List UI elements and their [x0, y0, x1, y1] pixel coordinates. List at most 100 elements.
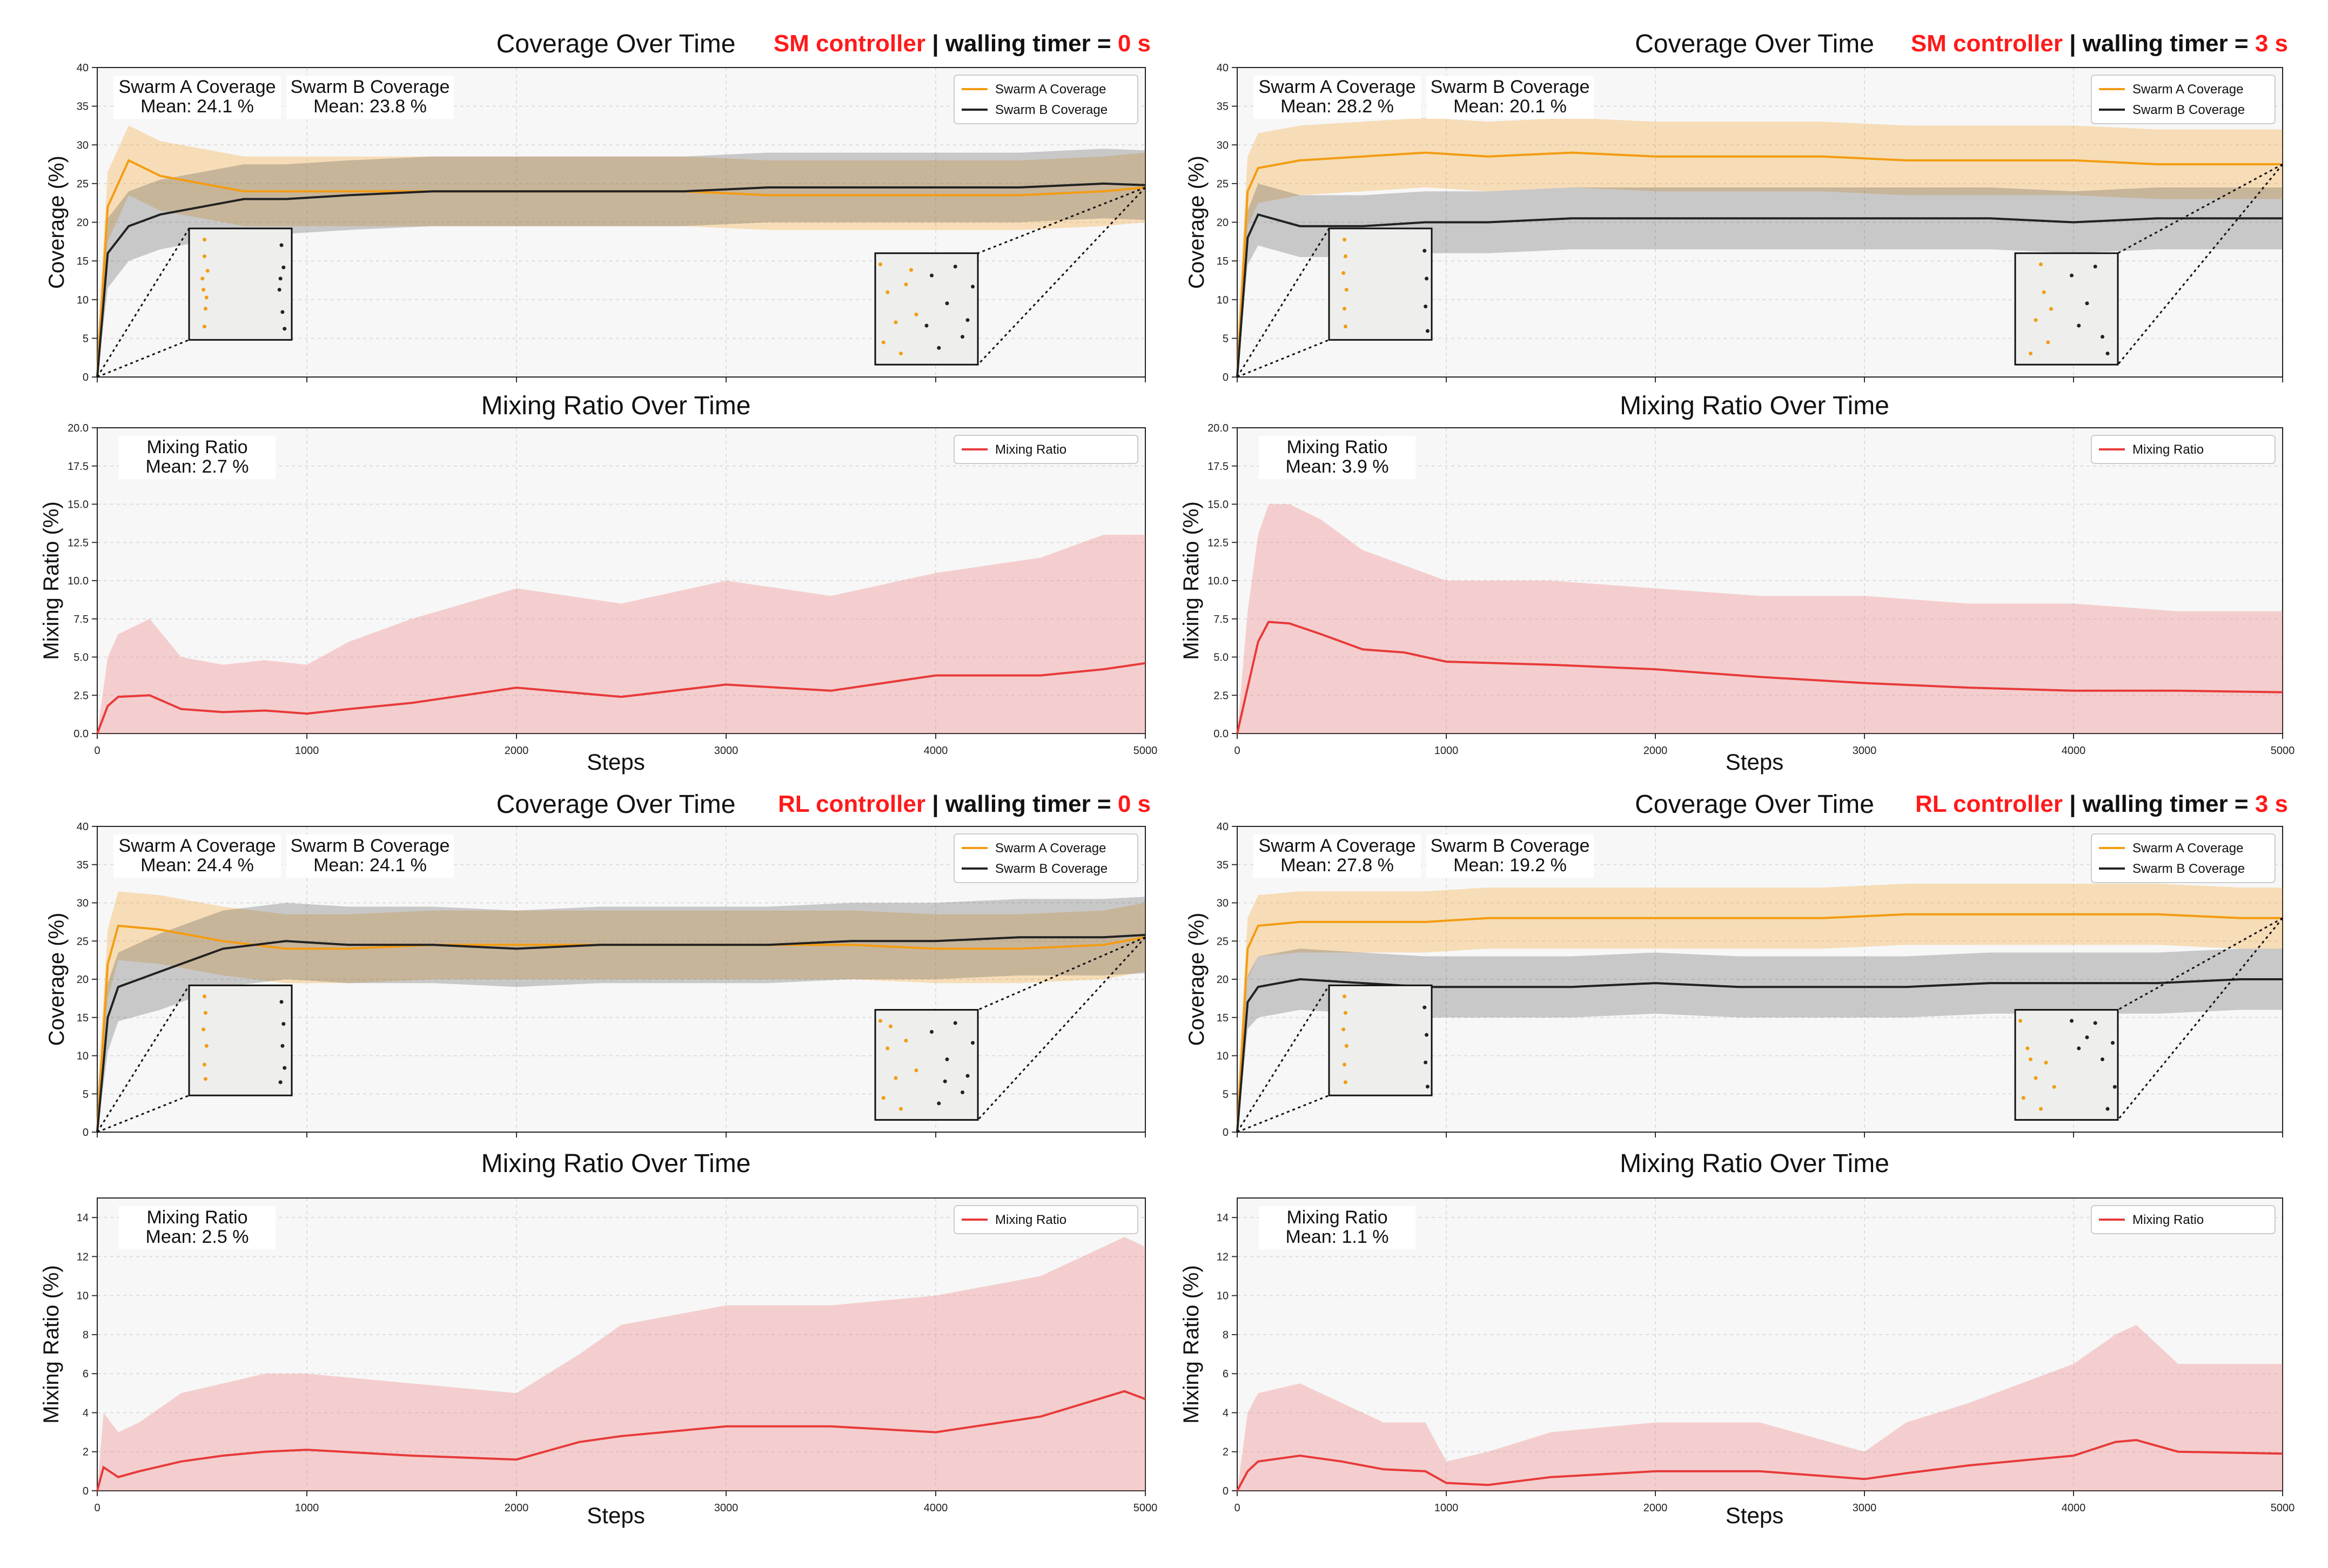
initial-state-agent-b [1423, 248, 1427, 253]
coverage-legend-label: Swarm B Coverage [2132, 103, 2245, 117]
initial-state-agent-a [202, 287, 206, 292]
final-state-agent-b [2093, 1021, 2097, 1025]
mixing-ytick-label: 20.0 [1207, 422, 1229, 434]
swarm-a-band [97, 891, 1145, 1132]
mixing-stat-mean: Mean: 2.7 % [146, 456, 249, 477]
mixing-frame [1237, 1197, 2283, 1491]
swarm-b-stat-title: Swarm B Coverage [291, 836, 450, 856]
final-state-agent-b [2085, 1035, 2089, 1040]
final-state-agent-a [2021, 1096, 2025, 1100]
final-state-agent-a [2042, 290, 2046, 294]
swarm-b-band [1237, 948, 2283, 1132]
x-axis-label: Steps [587, 749, 645, 775]
coverage-ytick-label: 35 [77, 101, 89, 113]
initial-state-agent-a [200, 277, 205, 281]
final-state-agent-b [965, 318, 970, 322]
initial-state-agent-a [203, 1062, 206, 1067]
mixing-stat-box [119, 436, 276, 479]
mixing-stat-box [1259, 1206, 1415, 1249]
coverage-ytick-label: 30 [77, 898, 89, 910]
timer-value: 3 s [2255, 791, 2288, 817]
initial-state-agent-a [1344, 1044, 1349, 1048]
final-state-agent-a [2044, 1060, 2048, 1065]
mixing-legend-label: Mixing Ratio [2132, 442, 2204, 457]
panel-bottom-right: Coverage Over Time RL controller | wallin… [1179, 790, 2295, 1528]
final-state-agent-a [2018, 1019, 2022, 1023]
coverage-ylabel: Coverage (%) [45, 913, 69, 1046]
initial-state-agent-b [1425, 1085, 1430, 1089]
swarm-b-band [97, 149, 1145, 377]
coverage-ylabel: Coverage (%) [1185, 156, 1209, 289]
final-state-agent-a [878, 262, 882, 266]
initial-state-agent-a [203, 994, 206, 999]
mixing-title: Mixing Ratio Over Time [1620, 392, 1889, 420]
final-state-agent-b [2085, 301, 2089, 306]
coverage-ytick-label: 30 [77, 139, 89, 151]
swarm-b-stat-mean: Mean: 19.2 % [1453, 855, 1567, 876]
zoom-line [97, 339, 190, 378]
final-state-agent-b [2070, 273, 2074, 278]
coverage-ytick-label: 5 [1223, 1088, 1229, 1100]
initial-state-agent-a [1343, 1080, 1347, 1085]
swarm-b-stat-title: Swarm B Coverage [291, 77, 450, 97]
timer-value: 0 s [1118, 791, 1151, 817]
x-axis-label: Steps [587, 1503, 645, 1528]
initial-state-agent-b [279, 243, 284, 247]
zoom-line [2117, 917, 2283, 1011]
mixing-xtick-label: 4000 [2062, 1502, 2086, 1514]
swarm-b-stat-box [1426, 835, 1594, 878]
mixing-xtick-label: 0 [94, 745, 100, 757]
mixing-line [1236, 1439, 2283, 1491]
mixing-ytick-label: 14 [1217, 1212, 1229, 1224]
coverage-ytick-label: 25 [77, 178, 89, 190]
coverage-ytick-label: 0 [1223, 372, 1229, 383]
final-state-agent-a [2039, 1107, 2043, 1111]
final-state-agent-b [2112, 1085, 2117, 1089]
final-state-agent-b [965, 1074, 970, 1078]
mixing-xtick-label: 0 [94, 1502, 100, 1514]
controller-name: SM controller [774, 30, 925, 57]
initial-state-agent-a [1343, 306, 1346, 311]
final-state-agent-b [924, 324, 929, 328]
initial-state-agent-a [202, 1027, 206, 1032]
initial-state-agent-a [203, 238, 206, 242]
final-state-inset [2014, 1009, 2119, 1121]
final-state-agent-a [2034, 318, 2038, 322]
zoom-line [977, 187, 1146, 366]
mixing-legend-label: Mixing Ratio [995, 1213, 1066, 1227]
final-state-agent-b [943, 1079, 947, 1084]
initial-state-agent-b [277, 287, 281, 292]
final-state-agent-a [885, 290, 890, 294]
initial-state-agent-a [1343, 1011, 1347, 1015]
timer-value: 0 s [1118, 30, 1151, 57]
mixing-stat-title: Mixing Ratio [1286, 1207, 1387, 1228]
mixing-ytick-label: 0 [83, 1485, 89, 1497]
mixing-ytick-label: 14 [77, 1212, 89, 1224]
coverage-legend [2091, 75, 2276, 124]
coverage-title: Coverage Over Time [1635, 790, 1874, 819]
mixing-stat-box [1259, 436, 1415, 479]
coverage-ylabel: Coverage (%) [1185, 913, 1209, 1046]
coverage-legend-label: Swarm A Coverage [2132, 841, 2243, 856]
final-state-agent-a [904, 1039, 908, 1043]
mixing-band [1237, 504, 2283, 733]
mixing-frame [97, 1197, 1146, 1491]
final-state-agent-b [971, 285, 975, 289]
mixing-stat-mean: Mean: 1.1 % [1286, 1227, 1389, 1247]
mixing-ytick-label: 12 [1217, 1251, 1229, 1263]
final-state-inset [2014, 252, 2119, 366]
swarm-b-stat-mean: Mean: 20.1 % [1453, 96, 1567, 117]
initial-state-agent-a [1344, 287, 1349, 292]
coverage-legend-label: Swarm B Coverage [2132, 862, 2245, 876]
swarm-b-line [96, 182, 1146, 378]
swarm-a-stat-box [113, 76, 281, 119]
mixing-ytick-label: 0.0 [73, 728, 89, 740]
coverage-ytick-label: 15 [1217, 255, 1229, 267]
coverage-ytick-label: 25 [1217, 936, 1229, 947]
coverage-ytick-label: 10 [1217, 1051, 1229, 1062]
mixing-ylabel: Mixing Ratio (%) [1179, 1265, 1203, 1423]
coverage-ytick-label: 15 [77, 255, 89, 267]
initial-state-agent-b [1424, 304, 1428, 308]
initial-state-agent-b [283, 327, 287, 331]
panel-top-left: Coverage Over Time SM controller | wallin… [39, 30, 1157, 775]
